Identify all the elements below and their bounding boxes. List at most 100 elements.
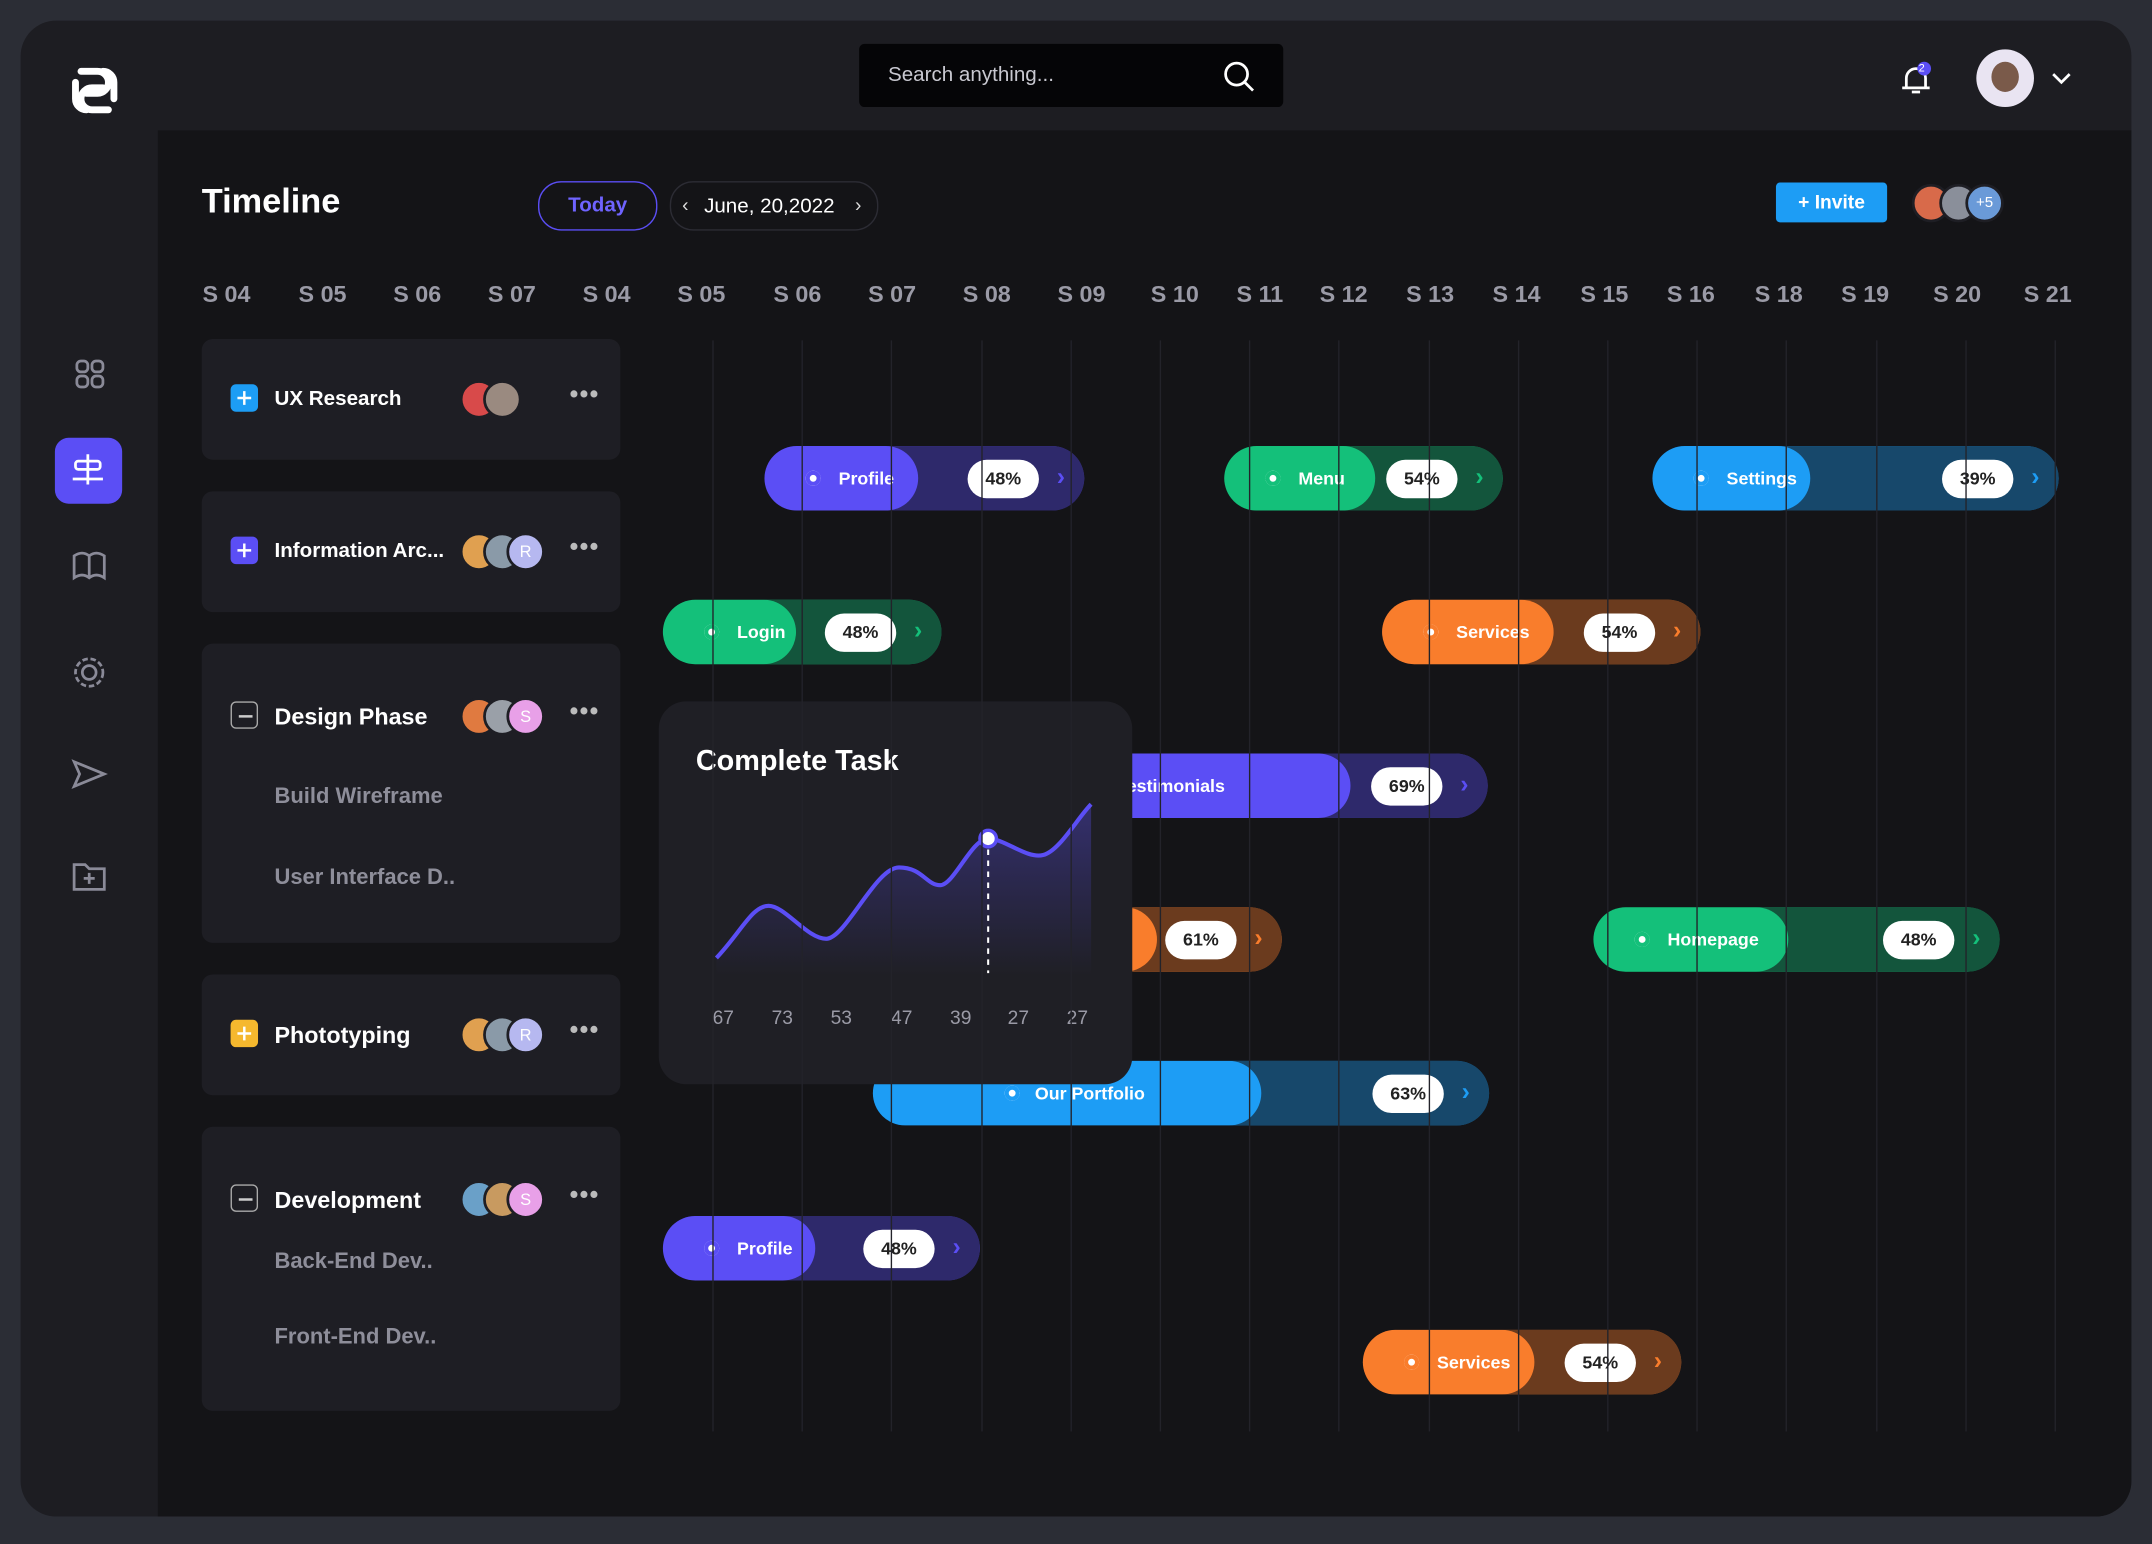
bell-icon[interactable] [1897, 60, 1935, 98]
chart-x-label: 27 [1066, 1006, 1089, 1028]
week-label: S 07 [487, 281, 536, 308]
card-title: Complete Task [695, 745, 899, 777]
week-label: S 20 [1933, 281, 1982, 308]
week-label: S 19 [1841, 281, 1890, 308]
bar-progress [662, 1215, 816, 1281]
bar-label: Services [1436, 1351, 1511, 1373]
column-line [1875, 340, 1877, 1432]
gantt-bar[interactable]: Services 54% › [1362, 1329, 1682, 1395]
user-avatar[interactable] [1976, 49, 2034, 108]
member-avatar: R [506, 1015, 545, 1055]
column-line [891, 340, 893, 1432]
bar-dot [704, 624, 720, 640]
week-label: S 11 [1236, 281, 1284, 308]
column-line [1786, 340, 1788, 1432]
task-toggle[interactable] [230, 1019, 259, 1048]
column-line [712, 340, 714, 1432]
search-icon[interactable] [1221, 59, 1257, 95]
sidebar-icons [71, 359, 108, 891]
today-button[interactable]: Today [538, 181, 658, 231]
week-label: S 08 [962, 281, 1011, 308]
week-label: S 10 [1150, 281, 1199, 308]
task-toggle[interactable] [230, 536, 259, 565]
bar-dot [1634, 931, 1650, 947]
column-line [1159, 340, 1162, 1432]
more-menu[interactable]: ••• [569, 697, 600, 725]
search-placeholder: Search anything... [887, 63, 1054, 87]
date-picker[interactable]: ‹ June, 20,2022 › [669, 181, 879, 231]
task-name: Phototyping [274, 1022, 411, 1049]
week-label: S 21 [2023, 281, 2072, 308]
nav-timeline[interactable] [54, 437, 123, 504]
more-menu[interactable]: ••• [569, 1015, 600, 1044]
gantt-bar[interactable]: Homepage 48% › [1593, 907, 2000, 972]
bar-label: Profile [838, 468, 895, 489]
column-line [1428, 340, 1430, 1432]
bar-dot [1404, 1354, 1420, 1370]
column-line [1517, 340, 1520, 1432]
week-label: S 15 [1580, 281, 1629, 308]
bar-progress [1593, 907, 1789, 972]
chart-x-label: 39 [950, 1006, 972, 1028]
subtask-name: Build Wireframe [274, 785, 443, 809]
progress-pill: 69% [1371, 767, 1443, 806]
week-label: S 16 [1666, 281, 1715, 308]
week-label: S 06 [393, 281, 442, 308]
bar-arrow: › [1673, 616, 1682, 644]
gantt-bar[interactable]: Settings 39% › [1652, 446, 2059, 511]
bar-arrow: › [952, 1232, 961, 1260]
progress-pill: 54% [1386, 459, 1458, 499]
invite-button[interactable]: + Invite [1775, 182, 1888, 223]
task-card: UX Research ••• [201, 338, 621, 460]
week-label: S 13 [1406, 281, 1455, 308]
progress-pill: 63% [1372, 1074, 1444, 1114]
task-card: Development S ••• Back-End Dev.. Front-End D… [201, 1126, 621, 1411]
subtask-name: User Interface D.. [274, 866, 456, 890]
chart-x-label: 47 [891, 1006, 913, 1028]
more-menu[interactable]: ••• [569, 380, 600, 408]
page-title: Timeline [201, 182, 341, 221]
bar-arrow: › [1653, 1346, 1663, 1374]
bar-label: Settings [1726, 468, 1797, 489]
date-label: June, 20,2022 [704, 194, 835, 219]
column-line [1965, 340, 1967, 1432]
week-label: S 09 [1057, 281, 1106, 308]
task-name: Information Arc... [274, 539, 445, 563]
gantt-bar[interactable]: Profile 48% › [662, 1215, 980, 1281]
gantt-bar[interactable]: Profile 48% › [764, 446, 1085, 511]
week-label: S 12 [1319, 281, 1368, 308]
bar-dot [704, 1240, 720, 1256]
task-name: Design Phase [274, 704, 428, 731]
progress-pill: 54% [1564, 1343, 1636, 1383]
bar-label: Homepage [1667, 929, 1759, 950]
progress-pill: 61% [1165, 920, 1237, 960]
bar-arrow: › [1461, 1077, 1470, 1105]
bar-progress [662, 599, 797, 665]
bar-progress [1382, 599, 1554, 665]
week-label: S 05 [298, 281, 347, 308]
gantt-bar[interactable]: Menu 54% › [1224, 446, 1503, 511]
task-name: UX Research [274, 387, 402, 411]
bar-progress [1362, 1329, 1535, 1395]
column-line [1607, 340, 1609, 1432]
progress-pill: 54% [1583, 613, 1656, 652]
more-menu[interactable]: ••• [569, 532, 600, 560]
column-line [980, 340, 983, 1432]
task-toggle[interactable] [230, 1184, 259, 1212]
bar-label: Profile [737, 1237, 793, 1259]
bar-arrow: › [1056, 462, 1066, 490]
task-toggle[interactable] [230, 384, 259, 412]
task-card: Design Phase S ••• Build Wireframe User Inte… [201, 643, 621, 943]
week-label: S 05 [677, 281, 726, 308]
dropdown-icon[interactable] [2050, 69, 2072, 88]
week-label: S 04 [202, 281, 251, 308]
bar-arrow: › [1460, 769, 1469, 798]
week-label: S 06 [773, 281, 822, 308]
search-box[interactable]: Search anything... [859, 43, 1284, 108]
task-toggle[interactable] [230, 701, 259, 729]
member-avatar: S [506, 1180, 545, 1219]
gantt-bar[interactable]: Services 54% › [1382, 599, 1701, 665]
more-menu[interactable]: ••• [569, 1180, 600, 1208]
notification-count: 2 [1918, 61, 1925, 75]
week-label: S 04 [582, 281, 631, 308]
